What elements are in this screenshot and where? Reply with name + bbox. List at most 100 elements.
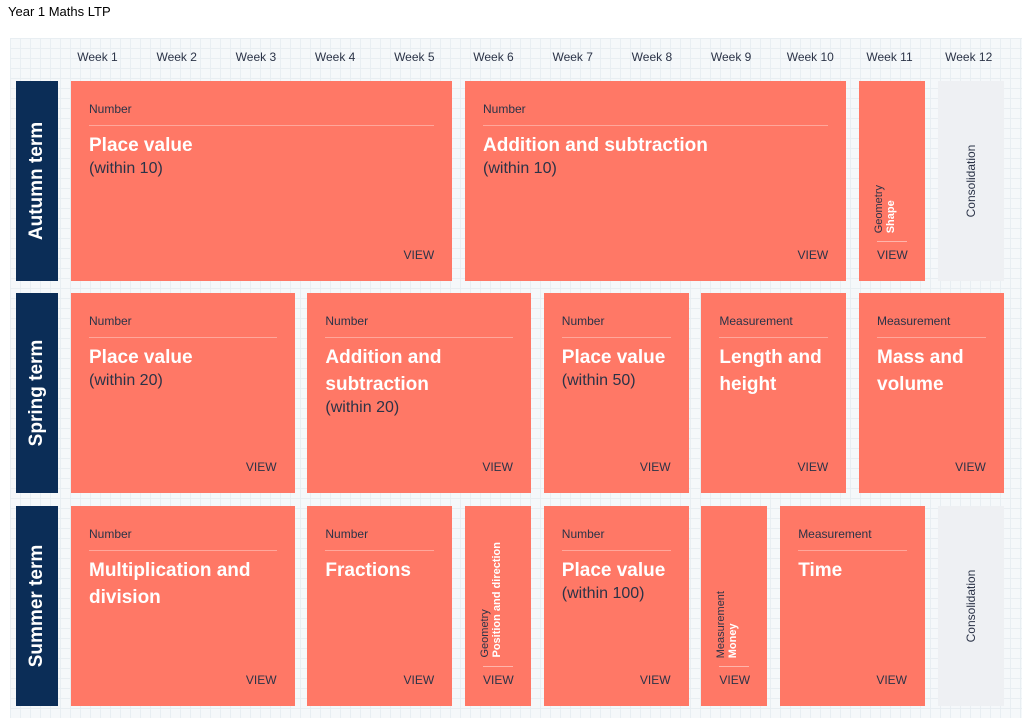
block-title: Place value [89,135,193,156]
view-link[interactable]: VIEW [245,460,277,474]
unit-card: Number Place value (within 100) VIEW [543,506,689,706]
block-category: Measurement [877,314,986,338]
block-title: Addition and subtraction [483,135,708,156]
divider [719,666,750,667]
unit-card: Number Addition and subtraction (within 20… [307,293,531,493]
block-title-wrap: Place value (within 20) [89,344,281,391]
block-category: Number [561,527,671,551]
block-subtitle: (within 20) [325,399,400,416]
vertical-label: Measurement Money [715,591,742,658]
block-title: Length and height [719,347,822,395]
view-link[interactable]: VIEW [797,460,829,474]
block-title: Consolidation [963,144,978,218]
block-title-wrap: Addition and subtraction (within 20) [325,344,517,418]
block-title: Mass and volume [877,347,964,395]
week-header: Week 12 [945,50,993,64]
block-category: Measurement [719,314,829,338]
term-label: Spring term [16,293,58,493]
block-category: Geometry [479,609,491,658]
vertical-label: Geometry Shape [873,185,900,233]
unit-card: Number Addition and subtraction (within 10… [465,81,847,281]
week-header: Week 11 [866,50,913,64]
block-title-wrap: Place value (within 10) [89,132,438,179]
unit-card: Geometry Position and direction VIEW [465,506,531,706]
block-category: Number [325,527,435,551]
block-subtitle: (within 10) [89,160,163,177]
week-header: Week 4 [314,50,356,64]
term-label: Summer term [16,506,58,706]
consolidation-block: Consolidation [937,81,1004,281]
block-category: Number [483,102,829,126]
view-link[interactable]: VIEW [639,460,671,474]
block-title-wrap: Time [798,557,911,584]
week-header: Week 6 [473,50,514,64]
view-link[interactable]: VIEW [639,673,671,687]
unit-card: Measurement Money VIEW [701,506,768,706]
unit-card: Number Place value (within 20) VIEW [71,293,295,493]
block-title: Shape [885,199,897,233]
block-category: Number [325,314,513,338]
block-category: Number [89,102,435,126]
view-link[interactable]: VIEW [403,673,435,687]
unit-card: Measurement Mass and volume VIEW [859,293,1004,493]
block-category: Measurement [798,527,907,551]
block-subtitle: (within 50) [561,372,636,389]
week-header: Week 2 [156,50,197,64]
view-link[interactable]: VIEW [797,248,829,262]
week-header: Week 9 [710,50,752,64]
week-header: Week 10 [786,50,834,64]
term-name: Summer term [26,544,47,668]
block-subtitle: (within 20) [89,372,163,389]
block-category: Geometry [873,184,885,233]
block-title-wrap: Place value (within 50) [562,344,675,391]
week-header: Week 1 [77,50,118,64]
view-link[interactable]: VIEW [876,673,907,687]
block-category: Measurement [715,590,728,658]
block-title: Fractions [325,560,411,581]
view-link[interactable]: VIEW [719,673,751,687]
block-category: Number [89,314,277,338]
week-header: Week 5 [394,50,435,64]
block-title: Place value [561,560,666,581]
block-category: Number [89,527,277,551]
week-header: Week 8 [631,50,673,64]
term-name: Autumn term [26,121,47,241]
view-link[interactable]: VIEW [877,248,908,262]
block-title: Time [798,560,843,581]
unit-card: Number Multiplication and division VIEW [71,506,295,706]
week-header: Week 7 [552,50,593,64]
view-link[interactable]: VIEW [403,248,435,262]
block-title-wrap: Length and height [719,344,832,398]
block-title: Place value [561,347,666,368]
block-title-wrap: Mass and volume [877,344,990,398]
view-link[interactable]: VIEW [482,460,513,474]
term-label: Autumn term [16,81,58,281]
block-title: Money [727,623,740,658]
unit-card: Number Fractions VIEW [307,506,453,706]
unit-card: Geometry Shape VIEW [859,81,925,281]
unit-card: Measurement Length and height VIEW [701,293,847,493]
block-title: Position and direction [491,542,503,658]
week-header: Week 3 [235,50,277,64]
block-title: Multiplication and division [89,560,251,608]
block-title-wrap: Multiplication and division [89,557,281,611]
divider [877,241,907,242]
block-title-wrap: Place value (within 100) [562,557,675,604]
block-category: Number [561,314,671,338]
block-subtitle: (within 10) [483,160,557,177]
view-link[interactable]: VIEW [483,673,514,687]
unit-card: Number Place value (within 50) VIEW [543,293,689,493]
vertical-label: Geometry Position and direction [479,542,506,658]
block-title-wrap: Fractions [325,557,438,584]
block-title: Place value [89,347,193,368]
view-link[interactable]: VIEW [955,460,986,474]
divider [483,666,513,667]
block-title: Addition and subtraction [325,347,442,395]
consolidation-block: Consolidation [937,506,1004,706]
unit-card: Measurement Time VIEW [780,506,925,706]
block-subtitle: (within 100) [561,585,645,602]
page-title: Year 1 Maths LTP [8,4,111,19]
block-title: Consolidation [963,569,978,643]
view-link[interactable]: VIEW [245,673,277,687]
